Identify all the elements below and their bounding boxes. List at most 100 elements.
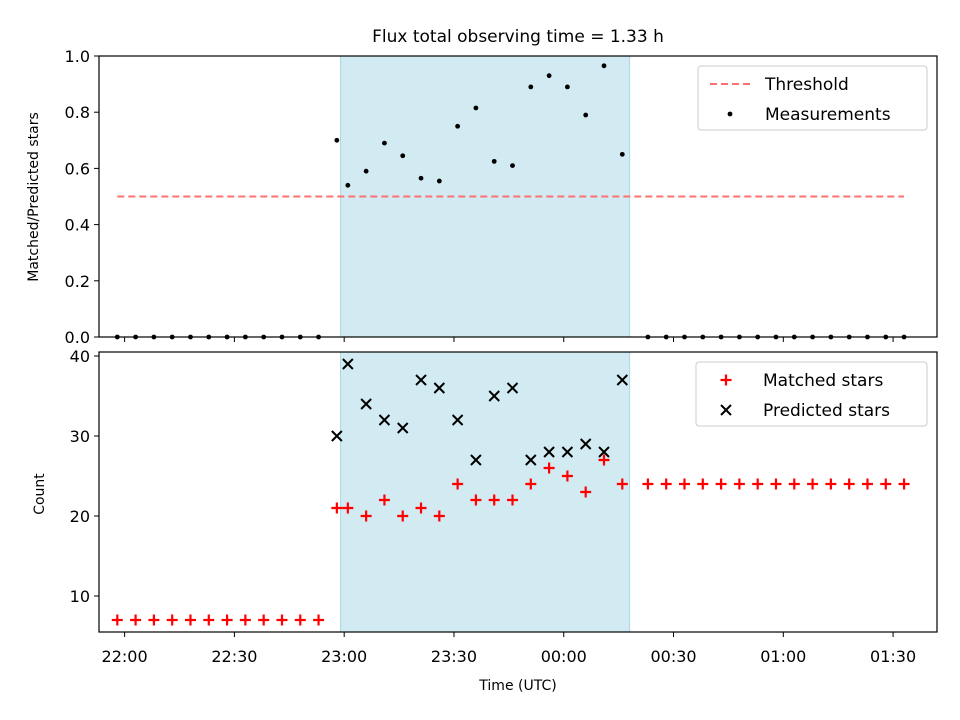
bottom-y-tick-label: 10 xyxy=(70,587,90,606)
matched-stars-point xyxy=(184,614,196,626)
matched-stars-point xyxy=(807,478,819,490)
matched-stars-point xyxy=(715,478,727,490)
x-tick-label: 23:00 xyxy=(321,647,367,666)
predicted-stars-point xyxy=(451,414,464,426)
matched-stars-point xyxy=(642,478,654,490)
matched-stars-point xyxy=(378,494,390,506)
matched-stars-point xyxy=(733,478,745,490)
bottom-legend-box xyxy=(695,361,928,427)
bottom-axes-frame xyxy=(98,351,938,633)
matched-stars-point xyxy=(360,510,372,522)
measurement-point xyxy=(546,73,552,79)
legend-label: Predicted stars xyxy=(763,401,890,421)
predicted-stars-point xyxy=(616,374,629,386)
matched-stars-point xyxy=(770,478,782,490)
legend-label: Matched stars xyxy=(763,371,883,391)
matched-stars-point xyxy=(203,614,215,626)
bottom-y-tick-label: 40 xyxy=(70,347,90,366)
bottom-panel: 10 20 30 40 22:00 22:30 23:00 23:30 00:00 00:30 01… xyxy=(70,347,938,666)
matched-stars-point xyxy=(148,614,160,626)
x-tick-label: 01:00 xyxy=(760,647,806,666)
matched-stars-point xyxy=(111,614,123,626)
bottom-legend: Matched stars Predicted stars xyxy=(695,361,928,427)
top-y-axis-label: Matched/Predicted stars xyxy=(26,112,42,282)
measurement-point xyxy=(436,178,442,184)
measurement-point xyxy=(601,63,607,69)
predicted-stars-point xyxy=(525,454,537,466)
bottom-y-tick-label: 30 xyxy=(70,427,90,446)
measurement-point xyxy=(382,140,387,146)
measurement-point xyxy=(583,112,589,118)
bottom-y-tick-label: 20 xyxy=(70,507,90,526)
predicted-stars-point xyxy=(470,454,482,466)
x-tick-label: 23:30 xyxy=(431,647,477,666)
matched-stars-point xyxy=(543,462,555,474)
matched-stars-point xyxy=(258,614,270,626)
matched-stars-point xyxy=(331,502,343,514)
legend-measurements-swatch xyxy=(727,111,733,117)
matched-stars-point xyxy=(580,486,592,498)
matched-stars-point xyxy=(433,510,445,522)
top-y-tick-label: 0.4 xyxy=(65,216,90,235)
matched-stars-point xyxy=(470,494,482,506)
measurement-point xyxy=(491,158,497,164)
matched-stars-point xyxy=(825,478,837,490)
matched-stars-point xyxy=(598,454,610,466)
matched-stars-point xyxy=(276,614,288,626)
x-axis-label: Time (UTC) xyxy=(478,678,556,694)
matched-stars-point xyxy=(660,478,672,490)
measurement-point xyxy=(510,163,515,168)
matched-stars-point xyxy=(880,478,892,490)
predicted-stars-point xyxy=(397,422,409,434)
matched-stars-point xyxy=(488,494,500,506)
predicted-stars-point xyxy=(579,438,592,450)
predicted-stars-point xyxy=(506,382,519,394)
predicted-stars-point xyxy=(433,382,446,394)
matched-stars-point xyxy=(525,478,537,490)
matched-stars-point xyxy=(898,478,910,490)
legend-matched-swatch xyxy=(720,374,732,386)
legend-label: Measurements xyxy=(765,105,891,125)
matched-stars-point xyxy=(166,614,178,626)
x-tick-label: 00:00 xyxy=(541,647,587,666)
measurement-point xyxy=(418,175,424,181)
top-legend: Threshold Measurements xyxy=(697,65,928,131)
x-tick-label: 00:30 xyxy=(650,647,696,666)
matched-stars-point xyxy=(561,470,573,482)
matched-stars-point xyxy=(452,478,464,490)
matched-stars-point xyxy=(342,502,354,514)
top-y-tick-label: 0.0 xyxy=(65,328,90,347)
x-tick-label: 22:00 xyxy=(102,647,148,666)
measurement-point xyxy=(400,153,406,159)
top-y-tick-label: 0.6 xyxy=(65,159,90,178)
matched-stars-point xyxy=(507,494,519,506)
chart-title: Flux total observing time = 1.33 h xyxy=(372,27,664,47)
top-axes-frame xyxy=(98,55,938,338)
top-panel: 0.0 0.2 0.4 0.6 0.8 1.0 Threshold Measurements xyxy=(65,47,938,347)
measurement-point xyxy=(619,151,625,157)
measurement-point xyxy=(334,137,340,143)
x-tick-label: 01:30 xyxy=(870,647,916,666)
bottom-y-axis-label: Count xyxy=(32,473,48,515)
measurement-point xyxy=(363,168,369,174)
matched-stars-point xyxy=(697,478,709,490)
matched-stars-point xyxy=(861,478,873,490)
measurement-point xyxy=(455,123,461,129)
measurement-point xyxy=(528,84,534,90)
matched-stars-point xyxy=(788,478,800,490)
top-y-tick-label: 1.0 xyxy=(65,47,90,66)
predicted-stars-point xyxy=(488,390,500,402)
predicted-stars-point xyxy=(342,358,354,370)
predicted-stars-point xyxy=(415,374,427,386)
matched-stars-point xyxy=(752,478,764,490)
legend-label: Threshold xyxy=(764,75,849,95)
predicted-stars-point xyxy=(360,398,372,410)
matched-stars-point xyxy=(294,614,306,626)
matched-stars-point xyxy=(679,478,691,490)
matched-stars-point xyxy=(130,614,142,626)
matched-stars-point xyxy=(616,478,628,490)
matched-stars-point xyxy=(415,502,427,514)
predicted-stars-point xyxy=(543,446,555,458)
top-y-tick-label: 0.8 xyxy=(65,103,90,122)
